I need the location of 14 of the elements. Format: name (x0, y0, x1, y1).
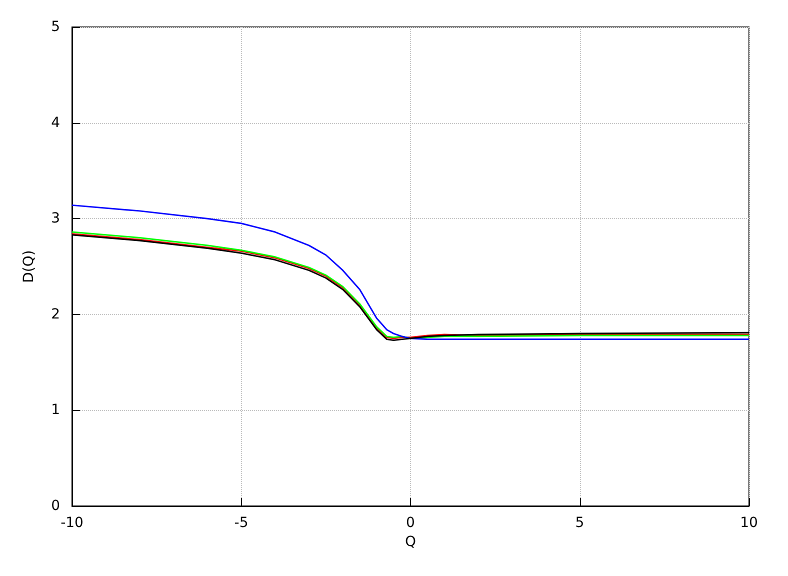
y-tick-label: 1 (51, 402, 60, 418)
x-axis-title: Q (404, 534, 416, 550)
x-tick-label: -5 (234, 515, 248, 531)
y-tick-label: 0 (51, 498, 60, 514)
y-tick-label: 3 (51, 210, 60, 227)
x-tick-label: 5 (575, 515, 584, 531)
x-tick-label: -10 (60, 515, 84, 531)
x-tick-label: 10 (740, 515, 758, 531)
y-tick-label: 2 (51, 306, 60, 322)
y-tick-label: 5 (51, 19, 60, 35)
y-tick-label: 4 (51, 114, 60, 131)
line-series (71, 204, 750, 340)
y-axis-title: D(Q) (21, 250, 37, 283)
x-tick-label: 0 (406, 515, 415, 531)
